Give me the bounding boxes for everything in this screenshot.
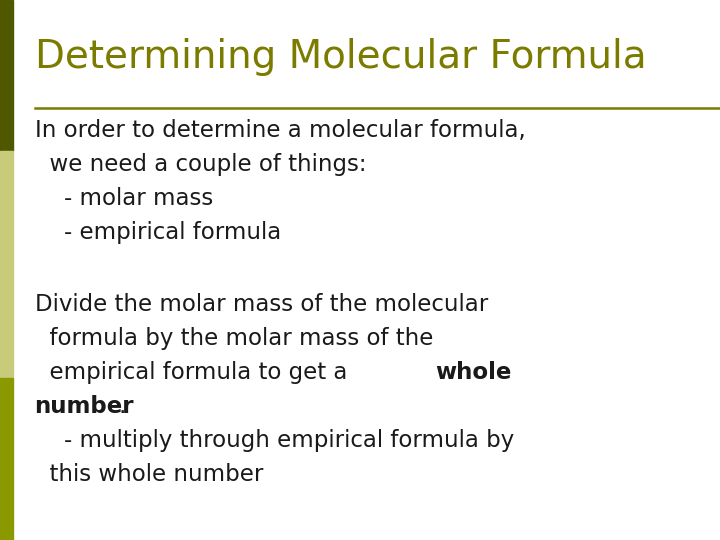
Text: we need a couple of things:: we need a couple of things: xyxy=(35,153,366,176)
Text: this whole number: this whole number xyxy=(35,463,263,486)
Text: - multiply through empirical formula by: - multiply through empirical formula by xyxy=(35,429,514,452)
Text: Determining Molecular Formula: Determining Molecular Formula xyxy=(35,38,646,76)
Text: - empirical formula: - empirical formula xyxy=(35,221,281,244)
Text: empirical formula to get a: empirical formula to get a xyxy=(35,361,354,384)
Text: whole: whole xyxy=(436,361,512,384)
Text: In order to determine a molecular formula,: In order to determine a molecular formul… xyxy=(35,119,526,142)
Text: - molar mass: - molar mass xyxy=(35,187,213,210)
Text: Divide the molar mass of the molecular: Divide the molar mass of the molecular xyxy=(35,293,488,316)
Text: number: number xyxy=(35,395,134,418)
Text: formula by the molar mass of the: formula by the molar mass of the xyxy=(35,327,433,350)
Text: .: . xyxy=(119,395,126,418)
